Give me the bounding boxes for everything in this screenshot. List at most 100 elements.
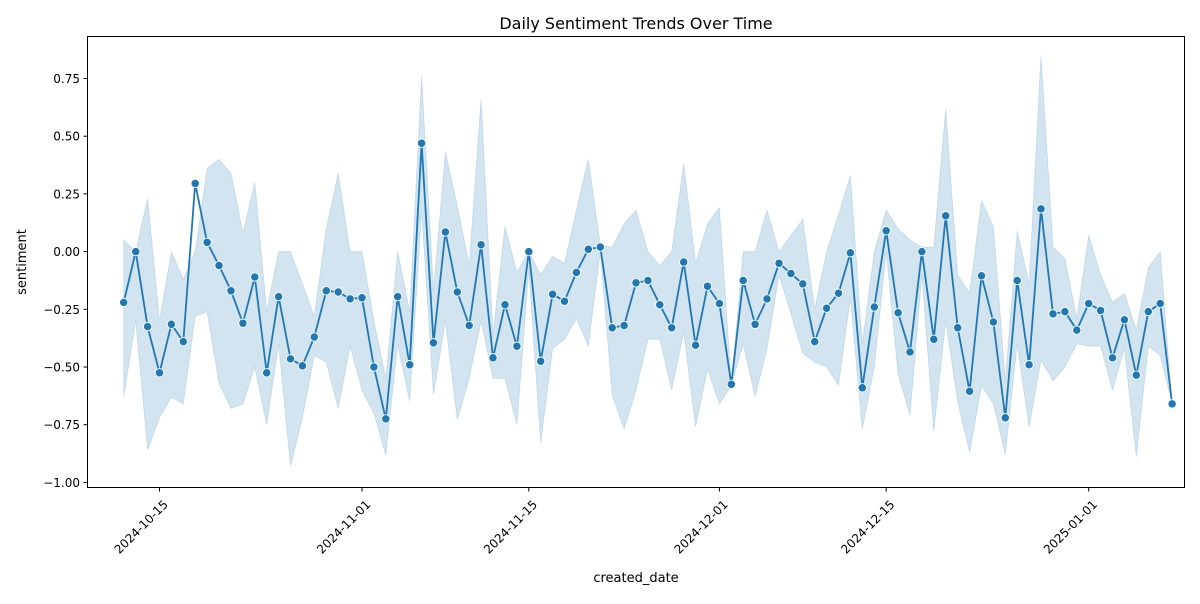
data-point — [905, 347, 915, 357]
data-point — [119, 297, 129, 308]
data-point — [1095, 305, 1106, 316]
data-point — [1107, 353, 1118, 363]
data-point — [857, 383, 867, 393]
data-point — [524, 246, 534, 257]
data-point — [1024, 360, 1034, 370]
data-point — [643, 275, 653, 286]
data-point — [1000, 413, 1010, 423]
data-point — [702, 281, 713, 291]
data-point — [917, 246, 927, 257]
data-point — [357, 293, 367, 303]
y-tick-label: −1.00 — [43, 476, 80, 490]
data-point — [262, 368, 272, 378]
y-tick-label: 0.00 — [53, 245, 80, 259]
data-point — [690, 340, 701, 350]
data-point — [1119, 315, 1130, 325]
data-point — [250, 272, 260, 282]
data-point — [1143, 306, 1153, 317]
data-point — [786, 268, 796, 279]
data-point — [405, 360, 415, 370]
data-point — [226, 286, 236, 296]
plot-area-frame — [87, 36, 1185, 488]
data-point — [428, 338, 439, 348]
data-point — [941, 211, 951, 221]
y-tick-label: 0.50 — [53, 130, 80, 144]
data-point — [881, 226, 891, 236]
data-point — [988, 317, 999, 327]
data-point — [476, 240, 486, 250]
data-point — [667, 323, 677, 333]
data-point — [190, 178, 200, 189]
data-point — [202, 237, 212, 248]
data-point — [333, 287, 343, 297]
data-point — [1012, 275, 1022, 286]
data-point — [452, 287, 462, 297]
data-point — [738, 275, 748, 286]
data-point — [178, 336, 188, 347]
data-points-layer — [119, 138, 1177, 424]
data-point — [131, 246, 141, 257]
data-point — [774, 258, 784, 268]
data-point — [964, 386, 975, 396]
data-point — [488, 353, 498, 363]
data-point — [536, 356, 546, 366]
data-point — [810, 336, 820, 347]
data-point — [619, 320, 629, 331]
data-point — [762, 294, 772, 304]
data-point — [1060, 306, 1070, 317]
x-axis-label: created_date — [593, 571, 678, 586]
data-point — [500, 300, 510, 310]
data-point — [440, 227, 451, 237]
data-point — [655, 300, 665, 310]
data-point — [833, 288, 844, 298]
data-point — [416, 138, 427, 148]
data-point — [393, 291, 403, 302]
data-point — [547, 289, 558, 299]
data-point — [714, 298, 725, 309]
data-point — [750, 319, 760, 329]
data-point — [1084, 298, 1094, 309]
data-point — [1036, 204, 1046, 214]
data-point — [309, 332, 319, 342]
confidence-band-layer — [123, 55, 1173, 467]
data-point — [142, 321, 153, 332]
data-point — [238, 318, 248, 328]
data-point — [631, 278, 641, 288]
data-point — [798, 279, 808, 289]
y-tick-label: −0.75 — [43, 418, 80, 432]
data-point — [679, 257, 689, 267]
y-tick-label: −0.50 — [43, 361, 80, 375]
data-point — [1167, 399, 1177, 409]
data-point — [726, 379, 736, 389]
chart-title: Daily Sentiment Trends Over Time — [499, 14, 772, 33]
data-point — [321, 286, 331, 296]
data-point — [845, 248, 856, 258]
data-point — [976, 271, 987, 281]
data-point — [345, 294, 355, 304]
data-point — [583, 244, 593, 254]
y-tick-label: 0.75 — [53, 72, 80, 86]
y-tick-label: 0.25 — [53, 187, 80, 201]
y-axis-ticks: 0.75 0.50 0.25 0.00 −0.25 −0.50 −0.75 −1.00 — [43, 72, 88, 490]
data-point — [929, 334, 939, 344]
data-point — [595, 242, 605, 252]
data-point — [893, 308, 903, 318]
data-point — [869, 302, 879, 312]
confidence-band — [123, 55, 1173, 467]
data-point — [214, 260, 224, 271]
data-point — [821, 303, 832, 313]
data-point — [273, 291, 284, 302]
data-point — [512, 341, 522, 351]
data-point — [953, 323, 963, 333]
data-point — [1131, 370, 1141, 380]
data-point — [464, 320, 474, 331]
y-axis-label: sentiment — [15, 229, 30, 295]
data-point — [1072, 325, 1082, 335]
data-point — [285, 354, 296, 364]
data-point — [607, 323, 617, 333]
y-tick-label: −0.25 — [43, 303, 80, 317]
data-point — [166, 319, 177, 329]
